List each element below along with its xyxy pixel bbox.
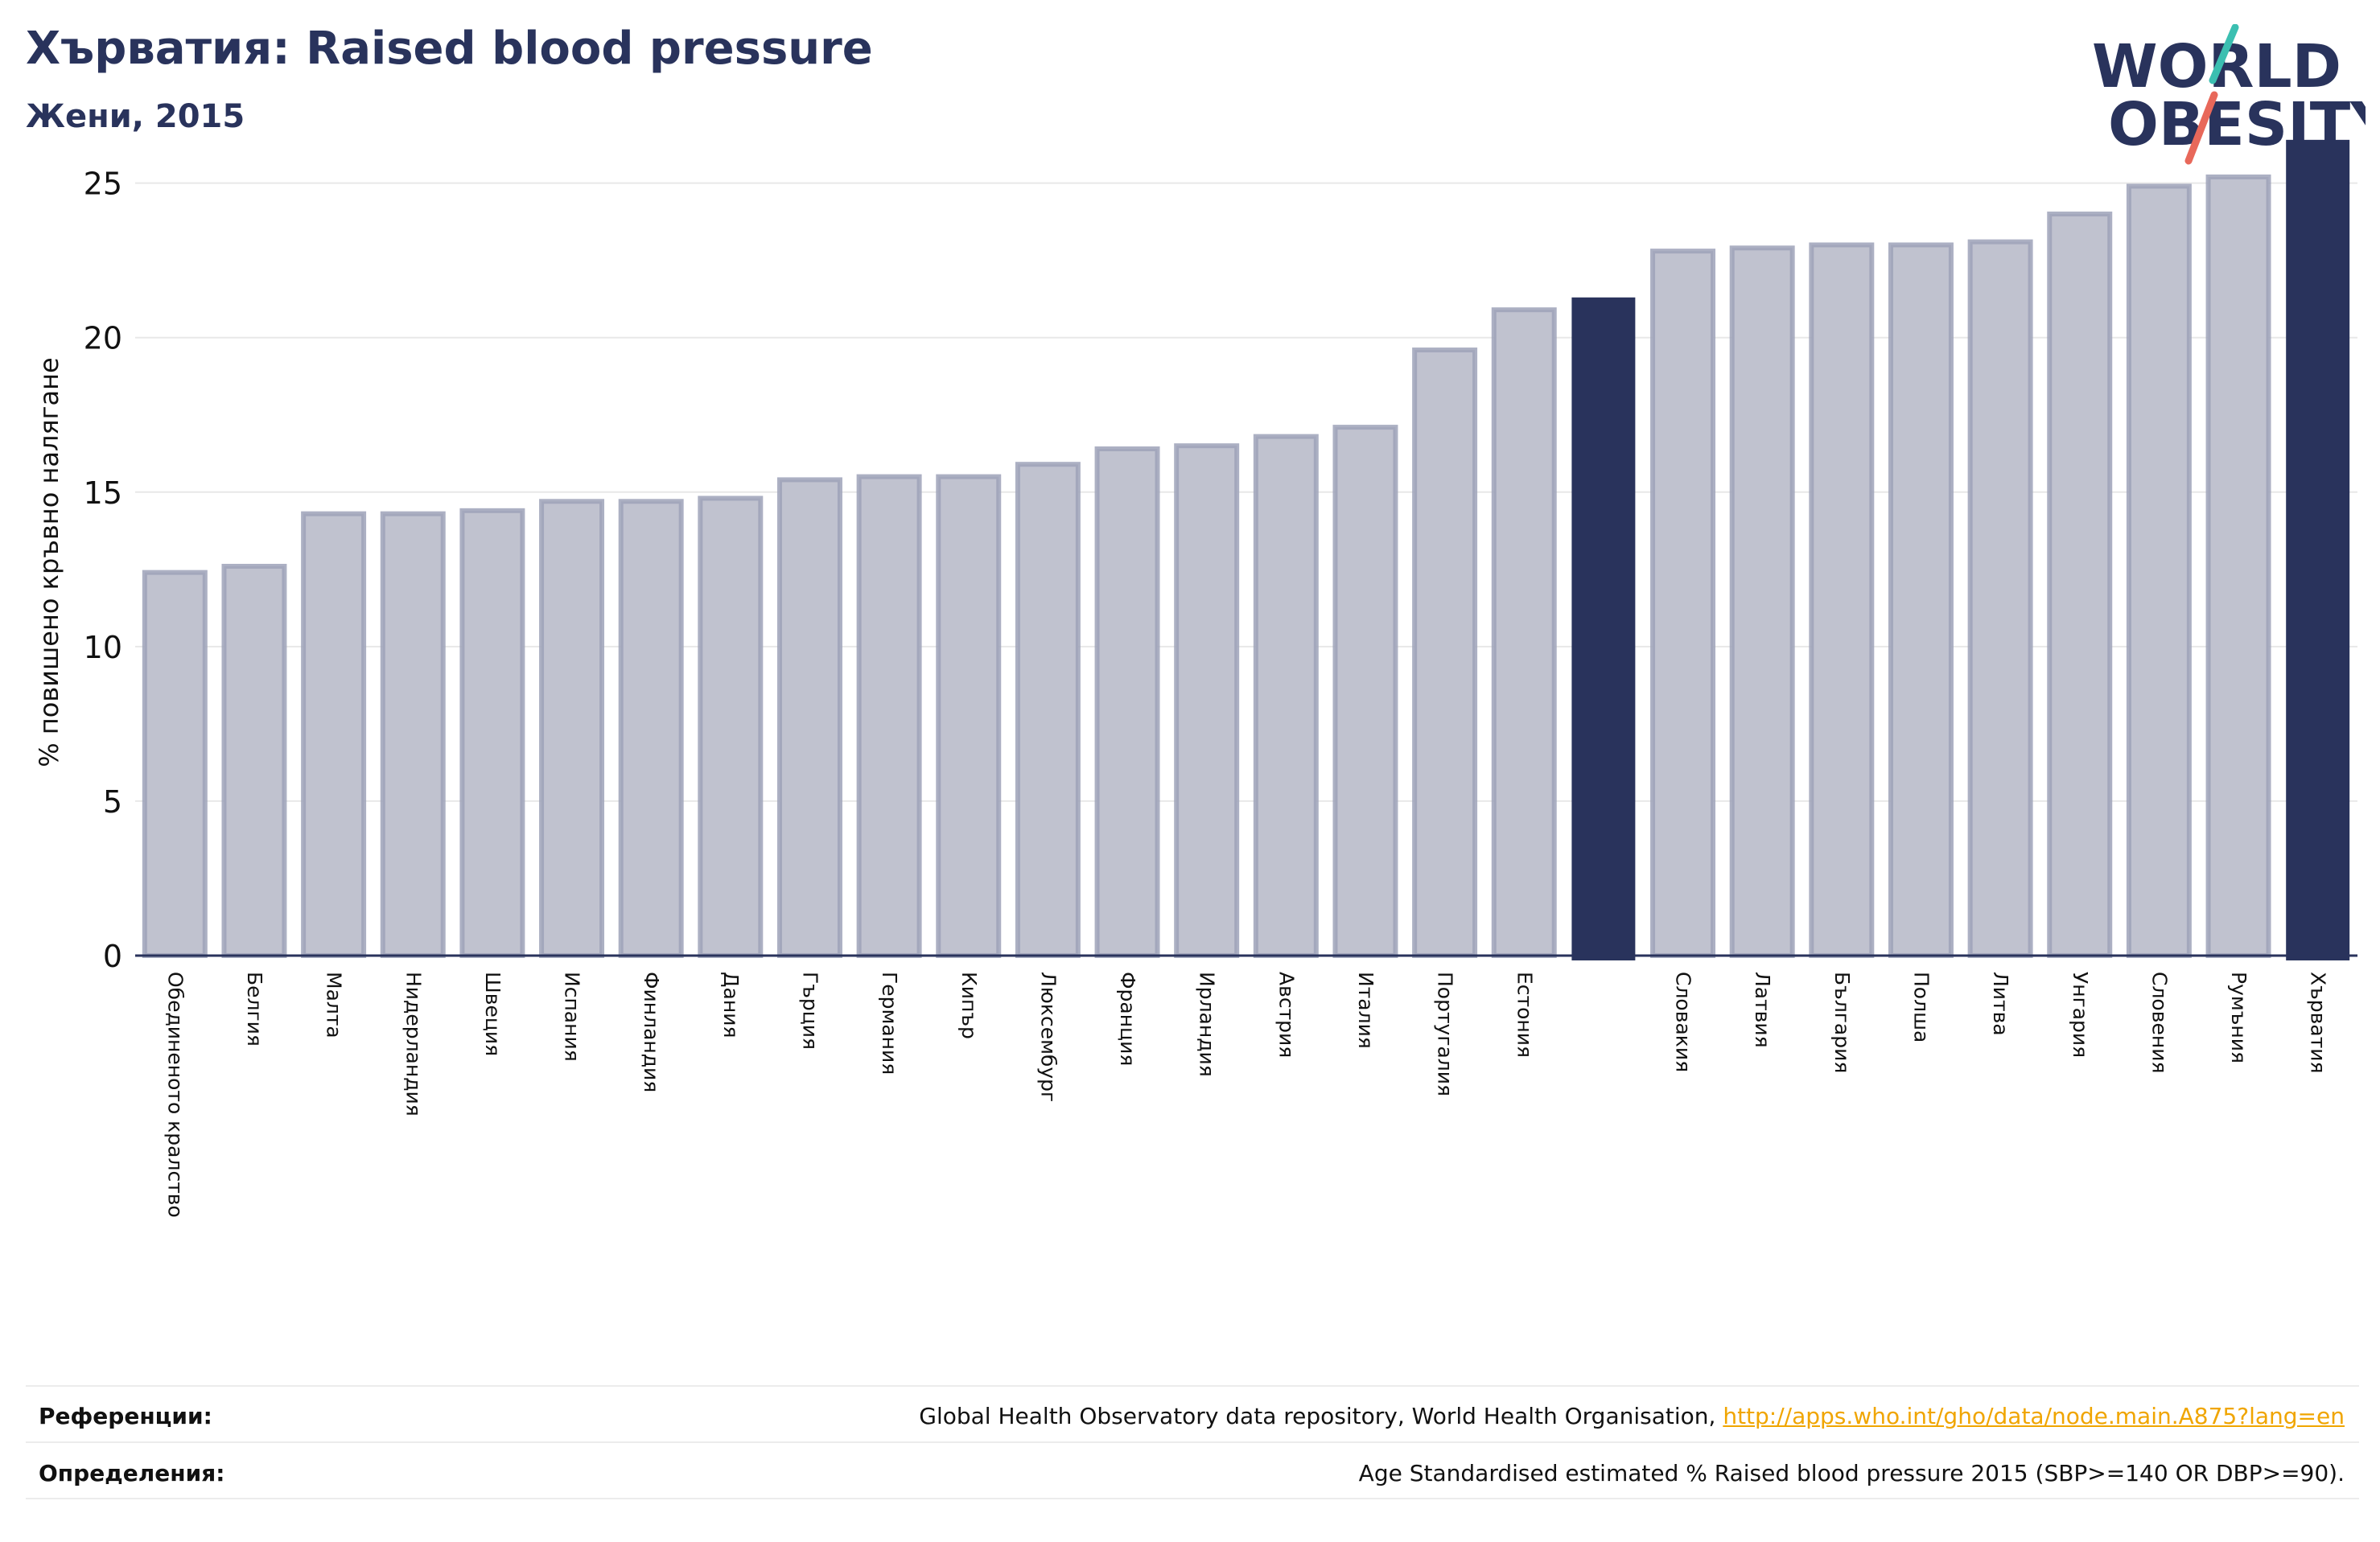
x-tick-label: Латвия <box>1751 972 1774 1048</box>
chart-title: Хърватия: Raised blood pressure <box>26 23 873 75</box>
bar <box>1491 307 1557 959</box>
x-tick-label: Швеция <box>481 972 504 1056</box>
x-tick-label: Португалия <box>1434 972 1457 1096</box>
x-tick-label: Обединеното кралство <box>163 972 187 1218</box>
bar <box>301 511 367 958</box>
bar <box>1967 239 2033 958</box>
bar <box>1253 434 1319 958</box>
bar <box>1174 443 1240 958</box>
bar-chart: 0 5 10 15 20 25 % повишено кръвно налягане Обед… <box>34 139 2357 1218</box>
x-tick-label: Хърватия <box>2307 972 2330 1074</box>
x-tick-label: Ирландия <box>1196 972 1219 1077</box>
footer-divider-bottom <box>26 1498 2359 1499</box>
x-tick-label: Испания <box>561 972 584 1062</box>
bar <box>142 570 208 958</box>
y-tick-label: 15 <box>84 475 122 511</box>
x-tick-label: Белгия <box>243 972 266 1047</box>
references-text: Global Health Observatory data repositor… <box>919 1403 1723 1429</box>
bar <box>459 508 525 958</box>
bar <box>1094 446 1160 958</box>
x-tick-label: Литва <box>1989 972 2012 1036</box>
y-tick-label: 0 <box>103 939 122 974</box>
x-tick-label: Кипър <box>957 972 981 1039</box>
bar <box>776 477 842 958</box>
y-tick-label: 5 <box>103 784 122 820</box>
bar <box>1809 242 1875 958</box>
x-tick-label: Малта <box>323 972 346 1038</box>
x-tick-label: Унгария <box>2069 972 2092 1058</box>
x-tick-label: Гърция <box>798 972 821 1050</box>
bar <box>2126 183 2192 958</box>
footer-divider-middle <box>26 1441 2359 1443</box>
bar <box>698 495 764 958</box>
logo-slash-teal <box>2209 24 2239 84</box>
references-link[interactable]: http://apps.who.int/gho/data/node.main.A… <box>1723 1403 2345 1429</box>
definitions-label: Определения: <box>39 1460 225 1486</box>
bar <box>936 474 1002 958</box>
x-tick-label: Финландия <box>640 972 663 1092</box>
y-axis-label: % повишено кръвно налягане <box>34 357 64 767</box>
references-label: Референции: <box>39 1403 212 1429</box>
x-tick-label: Австрия <box>1274 972 1298 1058</box>
x-tick-label: Словакия <box>1672 972 1695 1072</box>
chart-subtitle: Жени, 2015 <box>26 98 245 135</box>
bar <box>380 511 446 958</box>
bar <box>1332 425 1398 958</box>
bar <box>618 499 684 958</box>
x-tick-label: Италия <box>1354 972 1377 1049</box>
bar <box>1412 347 1478 958</box>
definitions-value: Age Standardised estimated % Raised bloo… <box>1358 1460 2345 1486</box>
footer-divider-top <box>26 1385 2359 1387</box>
bar-highlighted <box>2286 139 2350 961</box>
x-tick-label: Полша <box>1909 972 1933 1042</box>
x-tick-label: България <box>1830 972 1854 1073</box>
x-tick-label: Естония <box>1513 972 1536 1058</box>
x-tick-label: Франция <box>1116 972 1139 1066</box>
x-tick-label: Словения <box>2147 972 2171 1073</box>
bar <box>1729 245 1795 959</box>
logo-slash-red <box>2184 91 2218 165</box>
y-tick-label: 20 <box>84 321 122 356</box>
x-tick-label: Люксембург <box>1036 972 1060 1102</box>
bar <box>1888 242 1954 958</box>
world-obesity-logo: WORLD OBESITY <box>2092 24 2366 165</box>
bar <box>1650 249 1716 958</box>
x-tick-label: Германия <box>878 972 901 1075</box>
bar-highlighted <box>1571 297 1636 960</box>
bar <box>2205 174 2271 958</box>
bar <box>539 499 605 958</box>
bar <box>1015 462 1081 958</box>
x-tick-label: Дания <box>719 972 743 1038</box>
x-tick-label: Нидерландия <box>401 972 425 1116</box>
references-value: Global Health Observatory data repositor… <box>919 1403 2345 1429</box>
y-tick-label: 25 <box>84 167 122 202</box>
bar <box>856 474 922 958</box>
y-tick-label: 10 <box>84 630 122 665</box>
bar <box>221 563 287 958</box>
x-tick-label: Румъния <box>2227 972 2250 1063</box>
bar <box>2047 212 2113 959</box>
